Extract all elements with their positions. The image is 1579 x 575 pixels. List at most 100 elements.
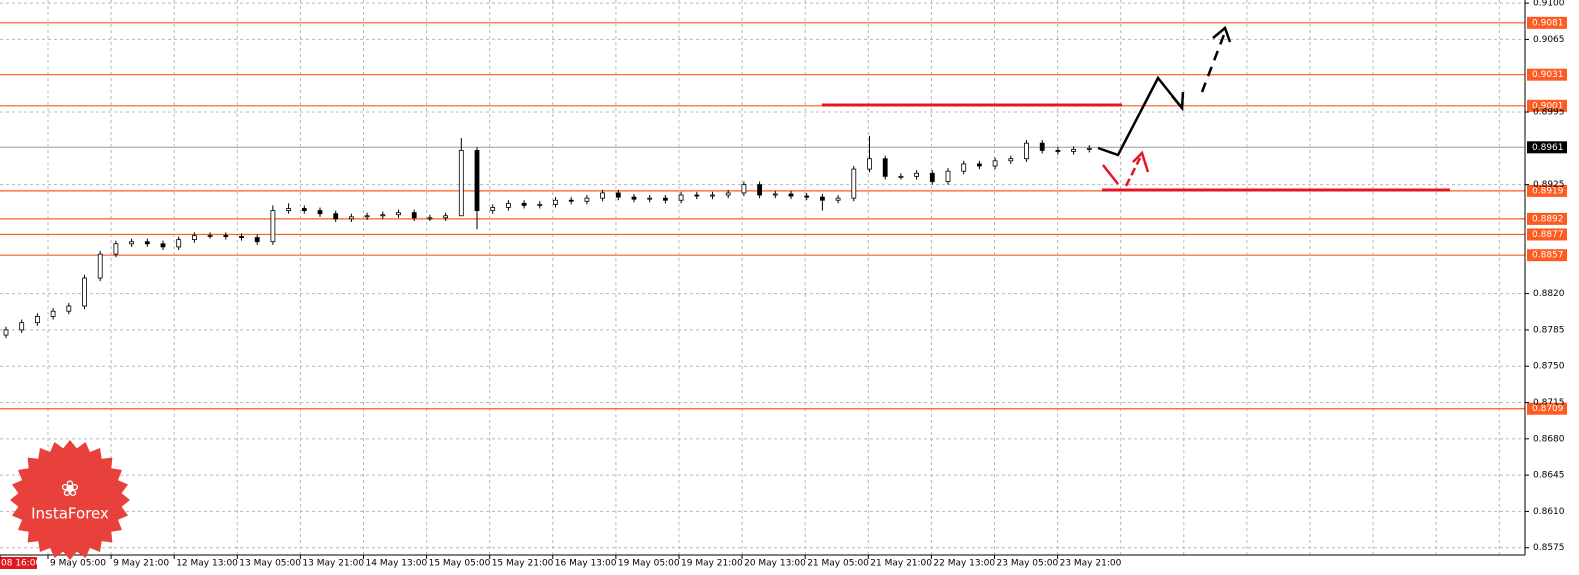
level-box xyxy=(1527,402,1567,415)
y-tick-label: 0.8680 xyxy=(1533,434,1565,444)
candle-body xyxy=(223,235,229,237)
candle-body xyxy=(333,213,339,220)
candle-body xyxy=(521,202,527,206)
candle-body xyxy=(364,215,370,218)
x-label-highlight xyxy=(0,557,37,569)
candle-body xyxy=(443,215,449,219)
candle-body xyxy=(882,158,888,177)
candle-body xyxy=(254,237,260,243)
y-tick-label: 0.9100 xyxy=(1533,0,1565,9)
candle-body xyxy=(741,184,747,194)
candle-body xyxy=(66,305,72,312)
candle-body xyxy=(553,199,558,205)
candle-body xyxy=(914,172,919,177)
x-tick-label: 19 May 05:00 xyxy=(618,559,680,569)
y-tick-label: 0.9065 xyxy=(1533,35,1565,45)
y-tick-label: 0.8785 xyxy=(1533,325,1565,335)
pullback-arrow xyxy=(1102,164,1119,185)
candle-body xyxy=(380,214,386,217)
logo: ❀ InstaForex xyxy=(10,440,130,560)
candle-body xyxy=(710,194,715,197)
y-tick-label: 0.8715 xyxy=(1533,398,1565,408)
arrow-head xyxy=(1212,25,1232,43)
candle-body xyxy=(191,235,197,241)
candle-body xyxy=(239,236,244,238)
level-label: 0.8892 xyxy=(1532,214,1564,224)
x-tick-label: 9 May 21:00 xyxy=(113,559,169,569)
y-tick-label: 0.8820 xyxy=(1533,289,1565,299)
arrow-head xyxy=(1171,91,1185,112)
x-tick-label: 23 May 21:00 xyxy=(1060,559,1122,569)
logo-badge xyxy=(10,440,130,560)
y-tick-label: 0.8995 xyxy=(1533,108,1565,118)
x-tick-label: 13 May 21:00 xyxy=(302,559,364,569)
y-tick-label: 0.8610 xyxy=(1533,507,1565,517)
x-tick-label: 23 May 05:00 xyxy=(997,559,1059,569)
level-box xyxy=(1527,228,1567,241)
candle-body xyxy=(97,253,103,279)
level-box xyxy=(1527,68,1567,81)
candle-body xyxy=(929,172,935,182)
candle-body xyxy=(505,202,511,208)
candle-body xyxy=(19,322,25,331)
arrow-head xyxy=(1132,150,1150,173)
candle-body xyxy=(207,235,213,237)
candle-body xyxy=(348,216,354,220)
candle-body xyxy=(851,168,857,199)
level-box xyxy=(1527,99,1567,112)
x-tick-label: 20 May 13:00 xyxy=(744,559,806,569)
candle-body xyxy=(835,197,841,201)
level-label: 0.8857 xyxy=(1532,251,1564,261)
candle-body xyxy=(113,243,119,255)
candle-body xyxy=(301,208,307,211)
candle-body xyxy=(961,163,967,172)
candle-body xyxy=(631,196,637,200)
y-tick-label: 0.8925 xyxy=(1533,180,1565,190)
candle-body xyxy=(3,329,9,336)
candle-body xyxy=(647,197,653,200)
x-tick-label: 9 May 05:00 xyxy=(50,559,106,569)
logo-icon: ❀ xyxy=(61,477,79,502)
level-box xyxy=(1527,16,1567,29)
x-tick-label: 21 May 21:00 xyxy=(870,559,932,569)
candle-body xyxy=(772,193,778,196)
forecast-arrow-dashed xyxy=(1200,31,1227,93)
grid xyxy=(0,0,1525,555)
annotations xyxy=(822,25,1450,192)
candle-body xyxy=(600,192,605,199)
x-tick-label: 22 May 13:00 xyxy=(933,559,995,569)
candle-body xyxy=(176,239,182,248)
candle-body xyxy=(694,194,700,197)
level-label: 0.9031 xyxy=(1532,70,1564,80)
level-label: 0.9081 xyxy=(1532,18,1564,28)
candle-body xyxy=(427,217,433,220)
candle-body xyxy=(537,203,543,206)
candle-body xyxy=(584,197,590,202)
forecast-arrow xyxy=(1097,75,1183,157)
candle-body xyxy=(1008,158,1014,162)
y-tick-label: 0.8645 xyxy=(1533,471,1565,481)
levels xyxy=(0,16,1567,415)
candle-body xyxy=(458,150,464,217)
level-box xyxy=(1527,249,1567,262)
candle-body xyxy=(678,194,684,201)
candle-body xyxy=(270,210,276,243)
candle-body xyxy=(725,192,731,196)
current-price-box xyxy=(1527,141,1567,154)
candle-body xyxy=(1039,142,1045,151)
x-tick-label: 08 16:00 xyxy=(1,559,42,569)
candle-body xyxy=(50,310,56,317)
x-tick-label: 12 May 13:00 xyxy=(176,559,238,569)
candle-body xyxy=(1024,142,1029,160)
x-tick-label: 15 May 05:00 xyxy=(429,559,491,569)
current-price-label: 0.8961 xyxy=(1532,143,1564,153)
candles xyxy=(3,135,1092,339)
level-label: 0.8919 xyxy=(1532,186,1564,196)
candle-body xyxy=(286,208,292,211)
candle-body xyxy=(788,193,794,197)
candle-body xyxy=(615,192,621,198)
level-label: 0.9001 xyxy=(1532,101,1564,111)
candle-body xyxy=(411,212,417,219)
